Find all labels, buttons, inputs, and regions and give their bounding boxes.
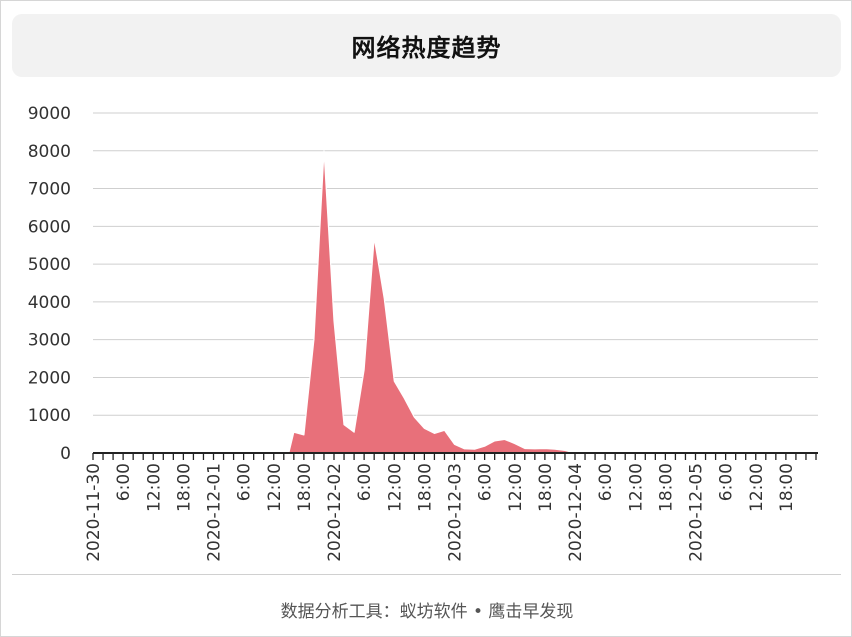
x-tick-label: 6:00 (114, 463, 134, 501)
x-tick-label: 18:00 (295, 463, 315, 512)
x-tick-label: 18:00 (174, 463, 194, 512)
y-tick-label: 4000 (28, 293, 71, 313)
y-tick-labels: 0 1000 2000 3000 4000 5000 6000 7000 8000 9000 (28, 104, 71, 464)
y-tick-label: 8000 (28, 142, 71, 162)
y-tick-label: 7000 (28, 180, 71, 200)
y-tick-label: 9000 (28, 104, 71, 124)
x-tick-label: 12:00 (144, 463, 164, 512)
x-tick-label: 12:00 (265, 463, 285, 512)
x-tick-label: 2020-12-02 (325, 463, 345, 562)
x-tick-label: 18:00 (656, 463, 676, 512)
x-tick-label: 2020-12-04 (566, 463, 586, 562)
x-tick-label: 6:00 (355, 463, 375, 501)
footer-credit: 数据分析工具：蚁坊软件 • 鹰击早发现 (280, 602, 574, 622)
y-tick-label: 1000 (28, 406, 71, 426)
y-tick-label: 2000 (28, 368, 71, 388)
x-tick-label: 6:00 (235, 463, 255, 501)
x-tick-label: 12:00 (626, 463, 646, 512)
x-tick-labels: 2020-11-30 6:00 12:00 18:00 2020-12-01 6:00 12… (84, 463, 797, 562)
grid-layer (93, 112, 818, 416)
y-tick-label: 5000 (28, 255, 71, 275)
y-tick-label: 3000 (28, 331, 71, 351)
x-tick-label: 18:00 (536, 463, 556, 512)
x-tick-label: 12:00 (747, 463, 767, 512)
x-tick-label: 18:00 (415, 463, 435, 512)
x-tick-label: 2020-12-05 (687, 463, 707, 562)
x-tick-label: 2020-11-30 (84, 463, 104, 562)
footer-divider (12, 574, 841, 575)
x-tick-label: 12:00 (506, 463, 526, 512)
y-tick-label: 6000 (28, 217, 71, 237)
x-tick-label: 18:00 (777, 463, 797, 512)
axis-layer (92, 452, 818, 460)
x-tick-label: 6:00 (596, 463, 616, 501)
x-tick-label: 2020-12-03 (446, 463, 466, 562)
chart-title: 网络热度趋势 (351, 34, 502, 62)
x-tick-label: 2020-12-01 (205, 463, 225, 562)
y-tick-label: 0 (60, 444, 71, 464)
x-tick-label: 12:00 (385, 463, 405, 512)
trend-chart: 0 1000 2000 3000 4000 5000 6000 7000 8000 9000 20… (28, 104, 818, 562)
x-tick-label: 6:00 (476, 463, 496, 501)
title-bar: 网络热度趋势 (12, 14, 841, 77)
x-tick-label: 6:00 (717, 463, 737, 501)
